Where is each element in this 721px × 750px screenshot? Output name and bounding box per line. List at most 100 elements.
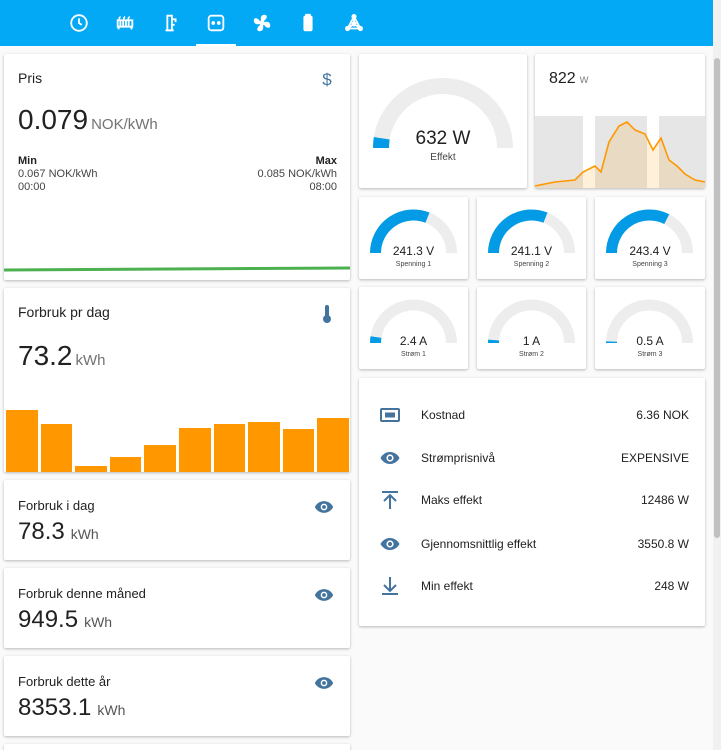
- price-max-label: Max: [315, 155, 337, 167]
- power-history-unit: w: [579, 72, 589, 86]
- price-max-value: 0.085 NOK/kWh: [257, 168, 337, 180]
- gauge-label: Strøm 1: [401, 351, 426, 358]
- power-history-value: 822: [549, 70, 576, 87]
- eye-icon: [380, 538, 400, 550]
- stat-title: Forbruk denne måned: [18, 586, 146, 601]
- gauge-fill: [372, 137, 390, 149]
- price-card[interactable]: Pris $ 0.079 NOK/kWh Min 0.067 NOK/kWh 00…: [4, 54, 350, 280]
- entity-row-cost[interactable]: Kostnad 6.36 NOK: [359, 400, 705, 430]
- entity-value: EXPENSIVE: [620, 451, 689, 465]
- stat-unit: kWh: [70, 526, 99, 542]
- entity-row-min-power[interactable]: Min effekt 248 W: [359, 571, 705, 601]
- entity-row-max-power[interactable]: Maks effekt 12486 W: [359, 485, 705, 515]
- daily-bar: [40, 424, 73, 472]
- arrow-down-icon: [382, 577, 398, 595]
- tab-power-socket[interactable]: [196, 6, 236, 46]
- daily-bar-chart: [4, 408, 350, 472]
- voltage-gauge-3[interactable]: 243.4 V Spenning 3: [595, 197, 705, 279]
- stat-value-row: 949.5 kWh: [18, 606, 112, 634]
- arrow-up-icon: [382, 491, 398, 509]
- voltage-gauge-1[interactable]: 241.3 V Spenning 1: [359, 197, 468, 279]
- entity-name: Min effekt: [421, 579, 473, 593]
- daily-title: Forbruk pr dag: [18, 304, 110, 320]
- tab-battery[interactable]: [291, 6, 325, 40]
- graph-line: [535, 121, 705, 187]
- stat-value-row: 8353.1 kWh: [18, 694, 125, 722]
- gauge: [606, 209, 693, 254]
- graph-area: [535, 122, 705, 188]
- entity-value: 248 W: [654, 579, 689, 593]
- price-unit: NOK/kWh: [91, 116, 158, 133]
- stat-unit: kWh: [97, 702, 126, 718]
- gauge-label: Spenning 2: [513, 261, 550, 268]
- tab-radiator[interactable]: [108, 6, 142, 40]
- price-min-time: 00:00: [18, 181, 46, 193]
- entity-row-price-level[interactable]: Strømprisnivå EXPENSIVE: [359, 443, 705, 473]
- power-history-card[interactable]: 822 w: [535, 54, 705, 188]
- entity-name: Strømprisnivå: [421, 451, 496, 465]
- tab-water-heater[interactable]: [154, 6, 188, 40]
- stat-card-partial: [4, 744, 350, 750]
- gauge-label: Strøm 3: [637, 351, 663, 358]
- price-value-row: 0.079 NOK/kWh: [18, 104, 158, 136]
- gauge-track: [373, 78, 513, 149]
- entity-value: 3550.8 W: [637, 537, 689, 551]
- stat-value: 949.5: [18, 606, 79, 633]
- current-gauge-2[interactable]: 1 A Strøm 2: [477, 287, 586, 369]
- gauge-fill: [606, 209, 670, 254]
- power-gauge-card[interactable]: 632 W Effekt: [359, 54, 527, 188]
- current-gauge-3[interactable]: 0.5 A Strøm 3: [595, 287, 705, 369]
- stat-card-year[interactable]: Forbruk dette år 8353.1 kWh: [4, 656, 350, 736]
- gauge-value: 241.1 V: [510, 244, 553, 258]
- currency-icon: $: [322, 70, 332, 88]
- daily-bar: [282, 429, 315, 472]
- gauge-value: 243.4 V: [629, 244, 671, 258]
- daily-value-row: 73.2 kWh: [18, 340, 106, 372]
- stat-card-month[interactable]: Forbruk denne måned 949.5 kWh: [4, 568, 350, 648]
- power-history-value-row: 822 w: [549, 70, 588, 88]
- price-min-label: Min: [18, 155, 37, 167]
- network-icon: [345, 14, 363, 32]
- price-value: 0.079: [18, 104, 89, 135]
- graph-shade: [595, 116, 647, 188]
- stat-unit: kWh: [84, 614, 113, 630]
- page-scrollbar[interactable]: [713, 0, 721, 750]
- entity-row-avg-power[interactable]: Gjennomsnittlig effekt 3550.8 W: [359, 529, 705, 559]
- entity-value: 6.36 NOK: [636, 408, 689, 422]
- daily-bar: [248, 422, 280, 472]
- gauge-value: 1 A: [522, 334, 541, 348]
- radiator-icon: [116, 15, 134, 30]
- gauge: [370, 299, 457, 344]
- voltage-gauge-2[interactable]: 241.1 V Spenning 2: [477, 197, 586, 279]
- scrollbar-thumb[interactable]: [714, 58, 720, 538]
- gauge-track: [488, 299, 575, 344]
- tab-fan[interactable]: [245, 6, 279, 40]
- price-min-value: 0.067 NOK/kWh: [18, 168, 98, 180]
- entity-name: Gjennomsnittlig effekt: [421, 537, 537, 551]
- power-gauge-label: Effekt: [430, 152, 456, 163]
- daily-consumption-card[interactable]: Forbruk pr dag 73.2 kWh: [4, 288, 350, 472]
- power-gauge-value: 632 W: [415, 128, 471, 149]
- gauge-value: 2.4 A: [399, 334, 428, 348]
- fan-icon: [253, 14, 271, 32]
- stat-value: 8353.1: [18, 694, 92, 721]
- eye-icon: [314, 501, 334, 513]
- daily-bar: [75, 466, 107, 472]
- stat-card-today[interactable]: Forbruk i dag 78.3 kWh: [4, 480, 350, 560]
- gauge-track: [606, 299, 693, 344]
- current-gauge-1[interactable]: 2.4 A Strøm 1: [359, 287, 468, 369]
- tab-network[interactable]: [337, 6, 371, 40]
- currency-icon: [380, 408, 400, 422]
- price-title: Pris: [18, 70, 43, 86]
- price-line: [4, 266, 350, 272]
- stat-value-row: 78.3 kWh: [18, 518, 99, 546]
- stat-title: Forbruk dette år: [18, 674, 111, 689]
- battery-icon: [303, 13, 313, 32]
- graph-shade: [535, 116, 583, 188]
- gauge-label: Spenning 3: [632, 261, 668, 268]
- eye-icon: [314, 589, 334, 601]
- price-sparkline: [4, 266, 350, 272]
- gauge: [606, 299, 693, 344]
- tab-clock[interactable]: [62, 6, 96, 40]
- stat-title: Forbruk i dag: [18, 498, 95, 513]
